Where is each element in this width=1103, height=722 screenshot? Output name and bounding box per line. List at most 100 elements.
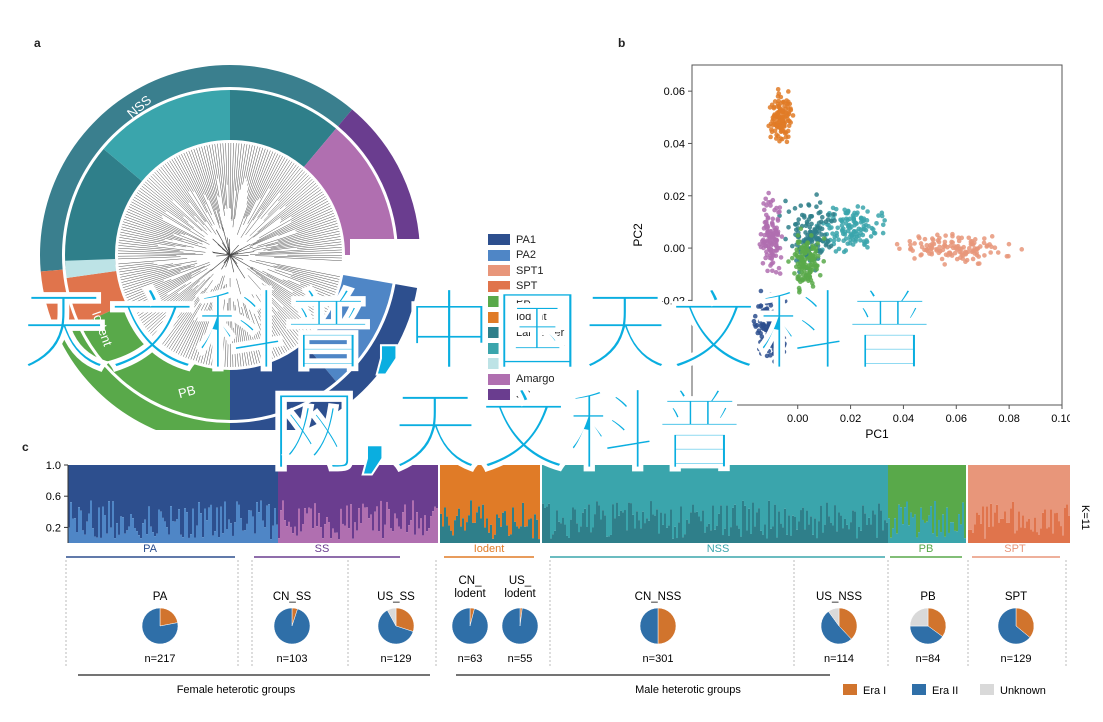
admix-bar — [480, 518, 482, 543]
tree-branch — [251, 266, 328, 310]
admix-bar — [456, 515, 458, 543]
admix-bar — [920, 465, 922, 508]
scatter-point — [815, 241, 820, 246]
admix-bar — [682, 537, 684, 543]
admix-bar — [706, 526, 708, 543]
admix-bar — [424, 465, 426, 516]
admix-bar — [582, 512, 584, 543]
admix-bar — [608, 465, 610, 537]
admix-bar — [950, 522, 952, 543]
tree-branch — [131, 270, 201, 308]
admix-bar — [398, 465, 400, 527]
scatter-point — [939, 256, 945, 262]
legend-item: PA2 — [488, 248, 588, 264]
admix-bar — [564, 524, 566, 543]
tree-branch — [225, 254, 231, 268]
tree-branch — [231, 318, 234, 367]
tree-branch — [164, 287, 207, 347]
admix-bar — [472, 465, 474, 523]
scatter-point — [821, 259, 827, 264]
admix-bar — [604, 465, 606, 516]
tree-branch — [216, 284, 227, 367]
admix-bar — [654, 465, 656, 516]
admix-bar — [82, 465, 84, 531]
admix-bar — [506, 465, 508, 526]
tree-branch — [136, 192, 166, 213]
tree-branch — [243, 152, 276, 226]
admix-bar — [492, 538, 494, 543]
admix-bar — [436, 465, 438, 509]
scatter-point — [762, 344, 767, 350]
admix-bar — [194, 537, 196, 543]
admix-bar — [782, 527, 784, 543]
pie-slice — [927, 607, 947, 637]
tree-branch — [138, 281, 192, 320]
scatter-point — [839, 223, 845, 228]
tree-branch — [210, 254, 231, 271]
admix-bar — [610, 465, 612, 535]
admix-bar — [594, 465, 596, 515]
scatter-point — [874, 220, 879, 226]
admix-bar — [100, 465, 102, 538]
tree-branch — [129, 274, 192, 306]
admix-bar — [246, 523, 248, 543]
admix-bar — [266, 465, 268, 506]
scatter-point — [781, 343, 787, 348]
scatter-point — [872, 230, 878, 236]
tree-branch — [280, 189, 322, 219]
admix-bar — [822, 465, 824, 533]
admix-bar — [212, 465, 214, 536]
tree-branch — [118, 239, 158, 246]
scatter-point — [922, 236, 928, 242]
admix-bar — [240, 518, 242, 543]
admix-bar — [770, 465, 772, 529]
admix-bar — [954, 530, 956, 543]
admix-bar — [788, 515, 790, 543]
admix-bar — [180, 465, 182, 535]
admix-bar — [796, 465, 798, 530]
scatter-point — [784, 139, 790, 145]
admix-bar — [946, 465, 948, 508]
admix-bar — [920, 507, 922, 543]
admix-bar — [626, 530, 628, 543]
pie-label: US_SS — [377, 591, 415, 603]
admix-bar — [560, 523, 562, 543]
inner-pa1 — [230, 343, 337, 420]
admix-bar — [460, 526, 462, 543]
tree-branch — [120, 264, 182, 278]
admix-bar — [520, 465, 522, 527]
admix-bar — [932, 465, 934, 534]
admix-bar — [570, 519, 572, 543]
tree-branch — [120, 229, 165, 240]
admix-bar — [862, 505, 864, 543]
tree-branch — [248, 153, 279, 216]
admix-bar — [878, 503, 880, 543]
admix-bar — [668, 465, 670, 526]
admix-bar — [854, 465, 856, 512]
tree-branch — [292, 273, 338, 288]
admix-bar — [72, 518, 74, 543]
scatter-point — [840, 231, 846, 237]
admix-bar — [756, 465, 758, 513]
admix-bar — [214, 531, 216, 543]
scatter-point — [845, 208, 851, 214]
admix-bar — [314, 465, 316, 504]
admix-bar — [1014, 465, 1016, 534]
plot-frame — [691, 64, 1063, 406]
scatter-point — [758, 288, 764, 294]
admix-bar — [840, 465, 842, 516]
admix-bar — [764, 524, 766, 543]
y-tick-label: 0.6 — [46, 491, 61, 503]
tree-branch — [164, 163, 207, 222]
tree-branch — [180, 312, 202, 356]
scatter-point — [761, 207, 767, 213]
legend-item: SPT1 — [488, 263, 588, 279]
admix-bar — [492, 465, 494, 539]
scatter-point — [918, 252, 923, 258]
legend-item: SPT — [488, 279, 588, 295]
admix-bar — [710, 465, 712, 531]
scatter-point — [775, 104, 780, 109]
admix-bar — [106, 533, 108, 543]
admix-bar — [1026, 465, 1028, 522]
tree-branch — [141, 185, 189, 223]
